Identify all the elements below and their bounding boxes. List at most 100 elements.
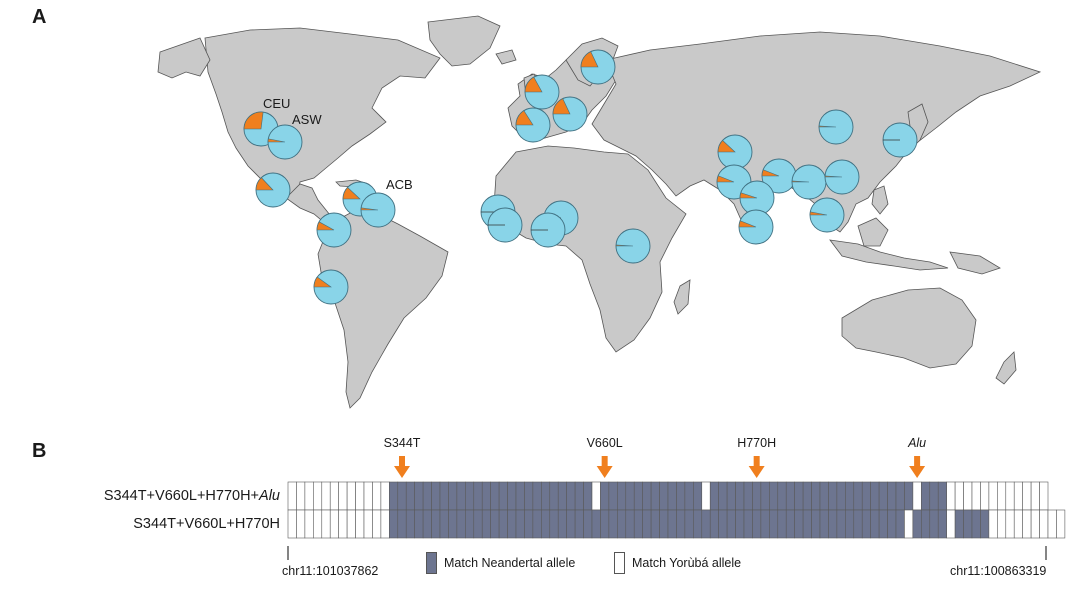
arrow-marker-0 bbox=[394, 456, 410, 478]
pie-mex bbox=[255, 172, 291, 208]
pie-chs-minor bbox=[824, 175, 843, 178]
haplotype-cell bbox=[600, 509, 610, 539]
haplotype-cell bbox=[743, 509, 753, 539]
haplotype-cell bbox=[726, 481, 736, 511]
haplotype-cell bbox=[853, 481, 863, 511]
pie-gbr-minor bbox=[524, 76, 543, 93]
haplotype-cell bbox=[304, 481, 314, 511]
panel-a-label: A bbox=[32, 6, 47, 28]
haplotype-cell bbox=[456, 509, 466, 539]
haplotype-grid bbox=[287, 481, 1066, 539]
haplotype-cell bbox=[921, 509, 931, 539]
haplotype-cell bbox=[507, 481, 517, 511]
coord-left: chr11:101037862 bbox=[282, 564, 379, 578]
land-alaska bbox=[157, 37, 211, 79]
pie-cdx bbox=[791, 164, 827, 200]
haplotype-cell bbox=[667, 481, 677, 511]
haplotype-cell bbox=[735, 509, 745, 539]
haplotype-cell bbox=[785, 509, 795, 539]
haplotype-cell bbox=[1030, 481, 1040, 511]
haplotype-cell bbox=[481, 509, 491, 539]
haplotype-cell bbox=[963, 481, 973, 511]
haplotype-cell bbox=[405, 481, 415, 511]
haplotype-cell bbox=[659, 509, 669, 539]
haplotype-cell bbox=[515, 481, 525, 511]
land-indonesia bbox=[829, 239, 949, 271]
pie-pel bbox=[313, 269, 349, 305]
marker-label-2: H770H bbox=[737, 436, 777, 450]
pie-tsi-minor bbox=[552, 98, 571, 115]
pie-fin-minor bbox=[580, 51, 599, 68]
haplotype-cell bbox=[498, 509, 508, 539]
haplotype-cell bbox=[321, 481, 331, 511]
haplotype-cell bbox=[988, 509, 998, 539]
land-greenland bbox=[427, 15, 501, 67]
haplotype-cell bbox=[549, 509, 559, 539]
haplotype-cell bbox=[515, 509, 525, 539]
pie-stu-minor bbox=[739, 192, 758, 199]
legend-swatch-yoruba bbox=[614, 552, 625, 574]
haplotype-cell bbox=[946, 509, 956, 539]
variant-arrows bbox=[394, 456, 926, 478]
haplotype-cell bbox=[380, 509, 390, 539]
haplotype-cell bbox=[980, 481, 990, 511]
haplotype-cell bbox=[405, 509, 415, 539]
haplotype-cell bbox=[642, 509, 652, 539]
pie-lwk-minor bbox=[615, 244, 634, 247]
haplotype-cell bbox=[870, 481, 880, 511]
haplotype-cell bbox=[557, 481, 567, 511]
haplotype-cell bbox=[904, 509, 914, 539]
panel-b-label: B bbox=[32, 440, 47, 462]
haplotype-cell bbox=[819, 509, 829, 539]
haplotype-cell bbox=[372, 481, 382, 511]
pop-label-acb: ACB bbox=[386, 177, 413, 192]
pie-pur-minor bbox=[342, 186, 361, 200]
haplotype-cell bbox=[583, 481, 593, 511]
haplotype-cell bbox=[760, 509, 770, 539]
pie-chs bbox=[824, 159, 860, 195]
pie-itu bbox=[738, 209, 774, 245]
haplotype-cell bbox=[448, 509, 458, 539]
haplotype-cell bbox=[895, 509, 905, 539]
pie-gbr bbox=[524, 74, 560, 110]
haplotype-cell bbox=[456, 481, 466, 511]
haplotype-cell bbox=[929, 481, 939, 511]
legend-label-yoruba: Match Yorùbá allele bbox=[632, 556, 742, 570]
haplotype-cell bbox=[1030, 509, 1040, 539]
haplotype-cell bbox=[980, 509, 990, 539]
haplotype-cell bbox=[313, 481, 323, 511]
haplotype-cell bbox=[887, 509, 897, 539]
marker-label-3: Alu bbox=[908, 436, 927, 450]
haplotype-cell bbox=[363, 481, 373, 511]
haplotype-cell bbox=[718, 481, 728, 511]
haplotype-cell bbox=[659, 481, 669, 511]
haplotype-cell bbox=[549, 481, 559, 511]
marker-label-0: S344T bbox=[383, 436, 421, 450]
haplotype-cell bbox=[760, 481, 770, 511]
haplotype-cell bbox=[811, 509, 821, 539]
pie-jpt bbox=[882, 122, 918, 158]
haplotype-cell bbox=[1005, 509, 1015, 539]
haplotype-cell bbox=[1005, 481, 1015, 511]
haplotype-cell bbox=[355, 509, 365, 539]
pie-khv bbox=[809, 197, 845, 233]
haplotype-cell bbox=[541, 509, 551, 539]
haplotype-cell bbox=[794, 509, 804, 539]
haplotype-cell bbox=[380, 481, 390, 511]
coord-right: chr11:100863319 bbox=[950, 564, 1047, 578]
haplotype-cell bbox=[937, 481, 947, 511]
haplotype-cell bbox=[929, 509, 939, 539]
haplotype-cell bbox=[997, 509, 1007, 539]
haplotype-cell bbox=[878, 481, 888, 511]
haplotype-cell bbox=[819, 481, 829, 511]
arrow-marker-2 bbox=[748, 456, 765, 478]
haplotype-cell bbox=[431, 481, 441, 511]
haplotype-cell bbox=[346, 509, 356, 539]
legend-label-neandertal: Match Neandertal allele bbox=[444, 556, 576, 570]
haplotype-cell bbox=[329, 481, 339, 511]
land-iceland bbox=[495, 49, 517, 65]
row-label-0: S344T+V660L+H770H+Alu bbox=[103, 488, 280, 504]
haplotype-cell bbox=[701, 509, 711, 539]
haplotype-cell bbox=[861, 481, 871, 511]
